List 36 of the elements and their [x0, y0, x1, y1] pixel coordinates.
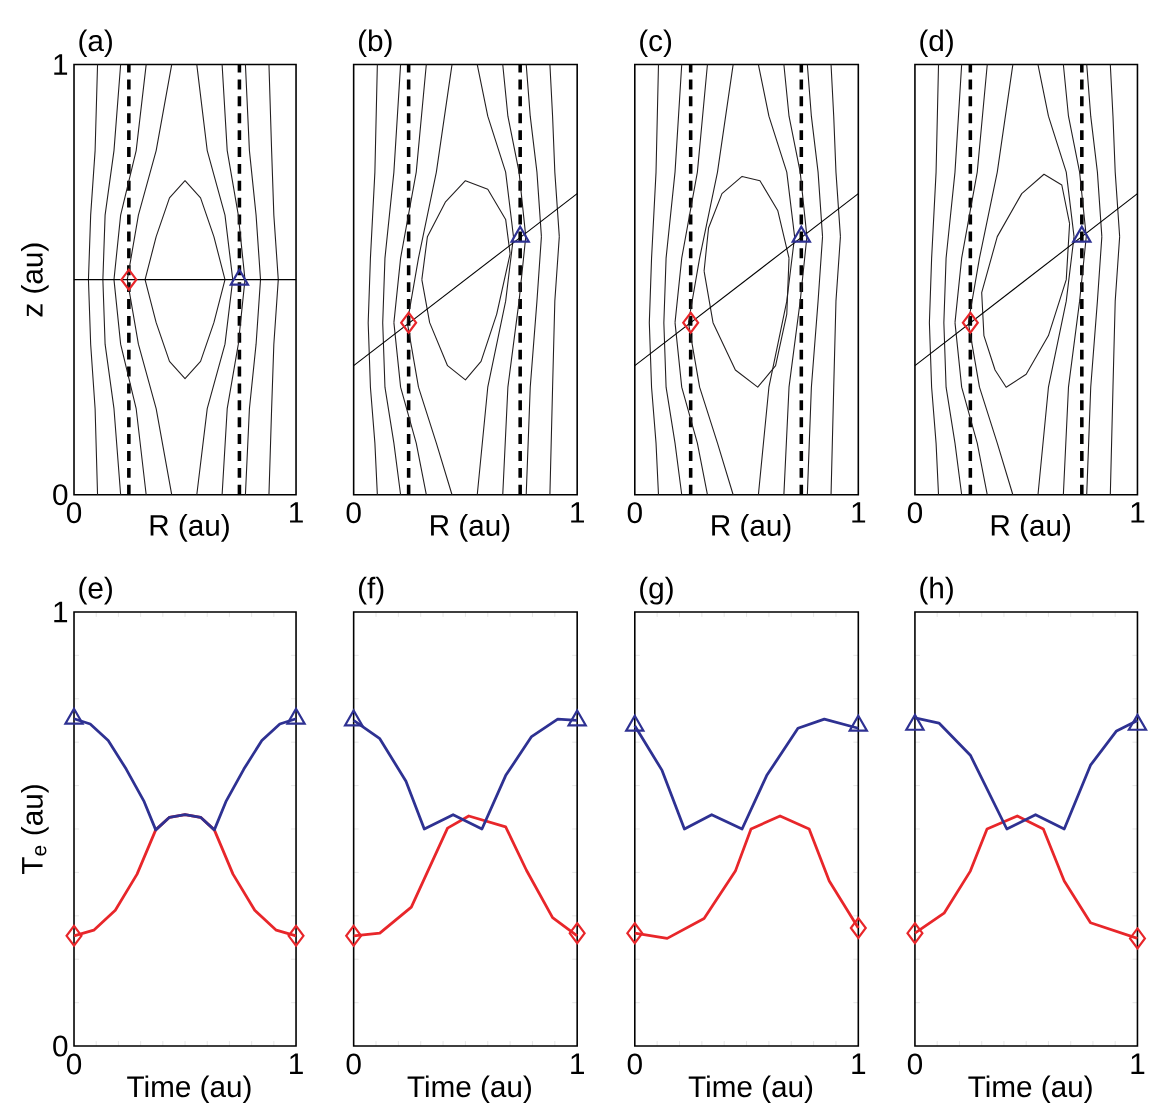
y-axis-title: T$_{e}$ (au) [21, 785, 49, 875]
x-axis-title: Time (au) [407, 1075, 531, 1104]
x-tick-label: 1 [571, 502, 584, 523]
y-tick-label: 0 [53, 1035, 68, 1057]
x-axis-title: R (au) [991, 514, 1071, 542]
chart-title: (a) [79, 29, 112, 58]
y-tick-label: 1 [54, 601, 68, 623]
y-tick-label: 0 [53, 484, 68, 506]
x-axis-title: R (au) [712, 514, 791, 542]
x-tick-label: 1 [852, 502, 866, 523]
x-axis-title: R (au) [431, 514, 510, 542]
chart-title: (f) [359, 577, 384, 605]
x-tick-label: 0 [627, 502, 642, 524]
x-tick-label: 1 [571, 1053, 584, 1075]
x-tick-label: 0 [907, 502, 923, 524]
y-tick-label: 1 [54, 54, 68, 75]
y-axis-title: z (au) [21, 243, 49, 317]
x-axis-title: Time (au) [688, 1075, 813, 1104]
x-axis-title: Time (au) [968, 1075, 1092, 1104]
chart-title: (e) [79, 577, 112, 605]
chart-title: (b) [359, 29, 392, 58]
x-tick-label: 1 [852, 1053, 866, 1075]
chart-title: (h) [920, 577, 953, 605]
x-axis-title: Time (au) [127, 1075, 251, 1104]
x-tick-label: 1 [1131, 1053, 1145, 1075]
x-tick-label: 1 [1131, 502, 1145, 523]
x-axis-title: R (au) [150, 514, 229, 542]
x-tick-label: 0 [346, 1053, 361, 1075]
chart-title: (g) [640, 577, 673, 605]
x-tick-label: 0 [627, 1053, 642, 1075]
x-tick-label: 1 [290, 502, 303, 523]
x-tick-label: 0 [907, 1053, 923, 1075]
x-tick-label: 0 [346, 502, 361, 524]
chart-title: (d) [920, 29, 953, 58]
x-tick-label: 1 [290, 1053, 303, 1075]
chart-title: (c) [640, 29, 672, 58]
